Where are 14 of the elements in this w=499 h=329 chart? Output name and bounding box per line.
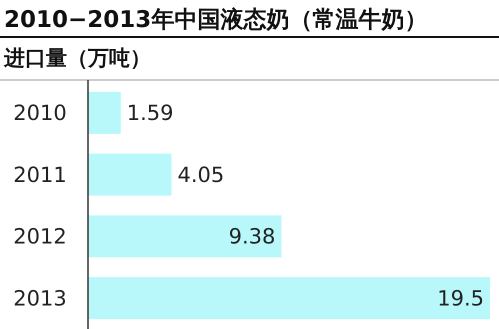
data-label: 1.59: [126, 101, 174, 126]
data-label: 9.38: [228, 224, 276, 249]
chart-subtitle: 进口量（万吨）: [3, 46, 151, 70]
bar: [88, 215, 282, 258]
chart-title: 2010−2013年中国液态奶（常温牛奶）: [4, 7, 428, 33]
bar: [88, 154, 172, 196]
data-label: 4.05: [177, 162, 224, 187]
y-tick-label: 2013: [13, 286, 67, 310]
y-tick-label: 2011: [13, 162, 67, 187]
data-label: 19.5: [437, 286, 484, 310]
y-tick-label: 2010: [13, 101, 67, 126]
bar: [88, 92, 121, 134]
y-tick-label: 2012: [13, 224, 67, 249]
bar: [88, 277, 490, 320]
